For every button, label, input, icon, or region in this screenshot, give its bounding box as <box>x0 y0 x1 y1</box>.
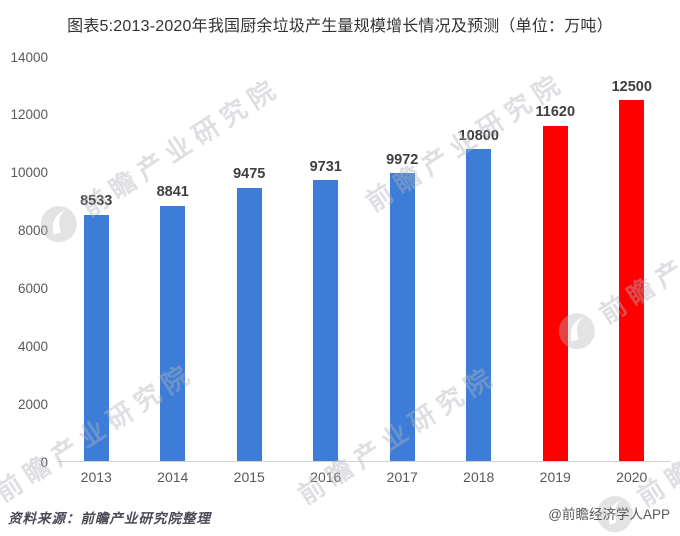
x-tick-label: 2014 <box>157 469 189 485</box>
y-tick-label: 4000 <box>17 338 48 354</box>
bar-column: 10800 <box>441 57 518 461</box>
bar-2020 <box>619 100 645 461</box>
bar-value-label: 12500 <box>611 78 652 95</box>
y-tick-label: 2000 <box>17 396 48 412</box>
bar-column: 11620 <box>517 57 594 461</box>
x-tick-label: 2020 <box>616 469 648 485</box>
chart-title: 图表5:2013-2020年我国厨余垃圾产生量规模增长情况及预测（单位：万吨） <box>67 18 613 35</box>
bar-value-label: 10800 <box>458 127 499 144</box>
y-tick-label: 14000 <box>10 49 48 65</box>
bar-column: 12500 <box>594 57 671 461</box>
bar-column: 9972 <box>364 57 441 461</box>
x-tick-label: 2013 <box>80 469 112 485</box>
y-axis: 0 2000 4000 6000 8000 10000 12000 14000 <box>0 50 48 468</box>
bar-column: 8533 <box>58 57 135 461</box>
bar-2016 <box>313 180 339 461</box>
y-tick-label: 0 <box>40 454 48 470</box>
bar-value-label: 8533 <box>80 193 113 210</box>
bar-column: 9731 <box>288 57 365 461</box>
y-tick-label: 10000 <box>10 164 48 180</box>
y-tick-label: 12000 <box>10 107 48 123</box>
bars-container: 8533 8841 9475 9731 9972 10800 11620 12500 <box>58 57 670 461</box>
bar-column: 8841 <box>135 57 212 461</box>
bar-2015 <box>236 187 262 461</box>
bar-2017 <box>389 173 415 461</box>
source-note: 资料来源：前瞻产业研究院整理 <box>8 511 211 526</box>
bar-value-label: 9731 <box>309 158 342 175</box>
x-tick-label: 2016 <box>310 469 342 485</box>
bar-2014 <box>160 205 186 461</box>
plot-area: 8533 8841 9475 9731 9972 10800 11620 12500 <box>58 57 670 462</box>
credit-note: @前瞻经济学人APP <box>548 507 670 522</box>
y-tick-label: 6000 <box>17 280 48 296</box>
y-tick-label: 8000 <box>17 222 48 238</box>
bar-value-label: 8841 <box>156 184 189 201</box>
x-tick-label: 2015 <box>233 469 265 485</box>
bar-column: 9475 <box>211 57 288 461</box>
bar-value-label: 9972 <box>386 151 419 168</box>
bar-2013 <box>83 214 109 461</box>
x-tick-label: 2017 <box>386 469 418 485</box>
x-axis: 2013 2014 2015 2016 2017 2018 2019 2020 <box>58 469 670 485</box>
bar-value-label: 9475 <box>233 166 266 183</box>
bar-2019 <box>542 125 568 461</box>
bar-2018 <box>466 149 492 461</box>
bar-value-label: 11620 <box>535 104 576 121</box>
x-tick-label: 2019 <box>539 469 571 485</box>
x-tick-label: 2018 <box>463 469 495 485</box>
